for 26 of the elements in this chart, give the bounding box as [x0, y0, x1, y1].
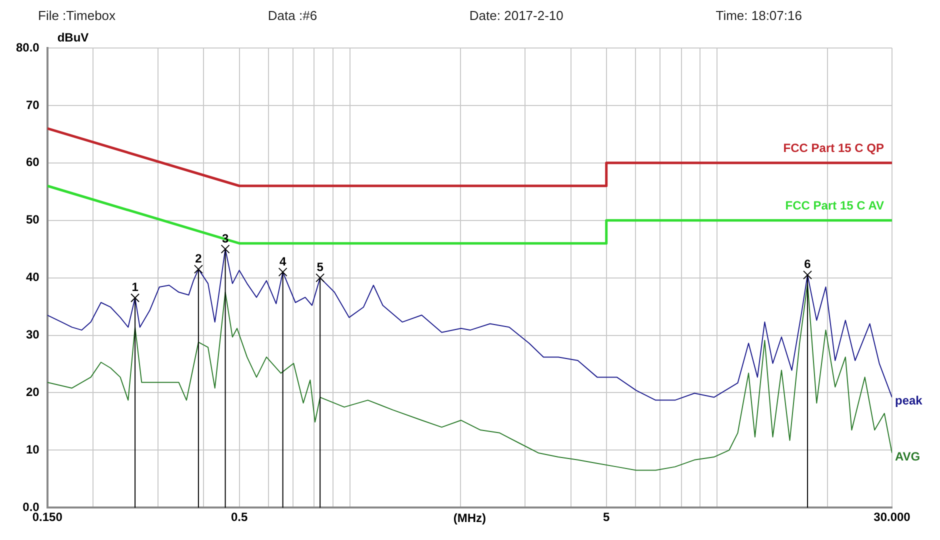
annotation: 4 [279, 254, 286, 268]
annotation: 1 [132, 280, 139, 294]
y-tick-label: 70 [26, 98, 40, 112]
text: Data :#6 [268, 8, 318, 25]
y-axis-title: dBuV [57, 30, 89, 44]
annotation: 6 [804, 257, 812, 272]
y-tick-label: 60 [26, 155, 40, 170]
y-tick-label: 20 [26, 385, 40, 400]
y-tick-label: 40 [26, 270, 40, 284]
x-tick-label: 5 [603, 510, 610, 524]
annotation: 5 [316, 260, 324, 274]
text: File :Timebox [38, 8, 116, 25]
x-tick-label: 0.5 [230, 510, 248, 524]
annotation: 2 [195, 251, 202, 266]
series-label: FCC Part 15 C AV [785, 198, 884, 213]
y-tick-label: 30 [26, 328, 40, 342]
x-axis-title: (MHz) [453, 510, 486, 525]
y-tick-label: 10 [26, 442, 40, 456]
text: Time: 18:07:16 [716, 8, 802, 25]
y-tick-label: 50 [26, 212, 40, 227]
series-label: FCC Part 15 C QP [783, 141, 884, 156]
y-tick-label: 80.0 [16, 40, 40, 54]
x-tick-label: 30.000 [874, 510, 911, 524]
text: Date: 2017-2-10 [469, 8, 564, 25]
series-label: peak [895, 394, 923, 408]
series-label: AVG [895, 449, 920, 464]
